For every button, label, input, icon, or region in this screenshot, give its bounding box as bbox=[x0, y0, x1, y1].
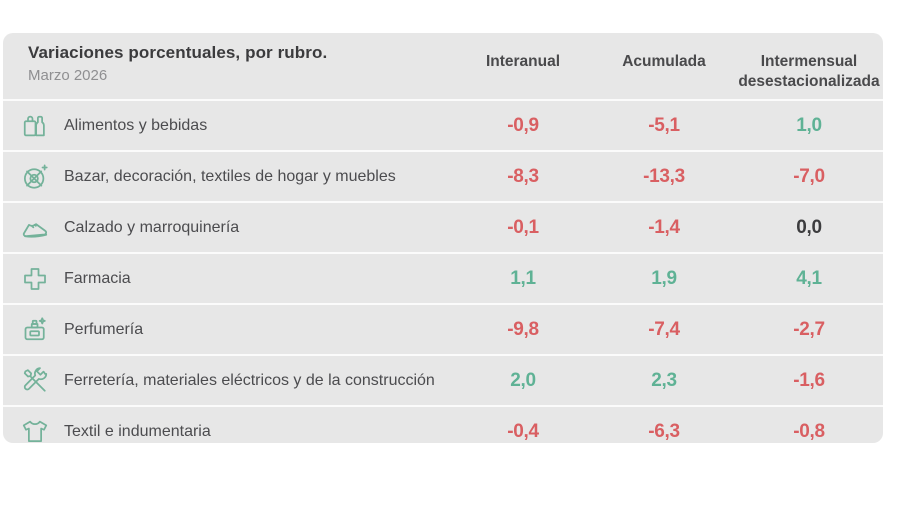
column-header-intermensual: Intermensual desestacionalizada bbox=[735, 33, 883, 92]
title-block: Variaciones porcentuales, por rubro. Mar… bbox=[3, 33, 453, 84]
variations-table-card: Variaciones porcentuales, por rubro. Mar… bbox=[3, 33, 883, 443]
row-label: Calzado y marroquinería bbox=[64, 218, 240, 236]
table-title: Variaciones porcentuales, por rubro. bbox=[28, 43, 328, 62]
value-interanual: 2,0 bbox=[510, 369, 536, 391]
value-intermensual: 4,1 bbox=[796, 267, 822, 289]
value-acumulada: -1,4 bbox=[648, 216, 680, 238]
table-row: Textil e indumentaria -0,4 -6,3 -0,8 bbox=[3, 405, 883, 456]
column-header-interanual: Interanual bbox=[453, 33, 593, 72]
value-intermensual: 1,0 bbox=[796, 114, 822, 136]
row-label-cell: Bazar, decoración, textiles de hogar y m… bbox=[3, 161, 453, 193]
row-label: Ferretería, materiales eléctricos y de l… bbox=[64, 371, 435, 389]
table-row: Bazar, decoración, textiles de hogar y m… bbox=[3, 150, 883, 201]
table-row: Alimentos y bebidas -0,9 -5,1 1,0 bbox=[3, 99, 883, 150]
value-acumulada: -6,3 bbox=[648, 420, 680, 442]
tableware-icon bbox=[19, 161, 51, 193]
table-row: Ferretería, materiales eléctricos y de l… bbox=[3, 354, 883, 405]
value-interanual: -9,8 bbox=[507, 318, 539, 340]
value-intermensual: -7,0 bbox=[793, 165, 825, 187]
row-label-cell: Farmacia bbox=[3, 263, 453, 295]
table-row: Calzado y marroquinería -0,1 -1,4 0,0 bbox=[3, 201, 883, 252]
row-label-cell: Calzado y marroquinería bbox=[3, 212, 453, 244]
value-interanual: -8,3 bbox=[507, 165, 539, 187]
groceries-icon bbox=[19, 110, 51, 142]
value-interanual: 1,1 bbox=[510, 267, 536, 289]
row-label: Farmacia bbox=[64, 269, 131, 287]
value-intermensual: -2,7 bbox=[793, 318, 825, 340]
value-acumulada: -5,1 bbox=[648, 114, 680, 136]
value-intermensual: -1,6 bbox=[793, 369, 825, 391]
table-row: Perfumería -9,8 -7,4 -2,7 bbox=[3, 303, 883, 354]
value-intermensual: 0,0 bbox=[796, 216, 822, 238]
value-interanual: -0,4 bbox=[507, 420, 539, 442]
tools-icon bbox=[19, 365, 51, 397]
table-body: Alimentos y bebidas -0,9 -5,1 1,0 Bazar,… bbox=[3, 99, 883, 456]
column-header-sublabel: desestacionalizada bbox=[738, 73, 880, 91]
row-label-cell: Ferretería, materiales eléctricos y de l… bbox=[3, 365, 453, 397]
row-label: Perfumería bbox=[64, 320, 144, 338]
value-intermensual: -0,8 bbox=[793, 420, 825, 442]
row-label: Textil e indumentaria bbox=[64, 422, 211, 440]
table-header: Variaciones porcentuales, por rubro. Mar… bbox=[3, 33, 883, 99]
value-interanual: -0,9 bbox=[507, 114, 539, 136]
column-header-acumulada: Acumulada bbox=[593, 33, 735, 72]
row-label-cell: Textil e indumentaria bbox=[3, 416, 453, 448]
value-acumulada: -7,4 bbox=[648, 318, 680, 340]
table-subtitle: Marzo 2026 bbox=[28, 67, 108, 84]
row-label-cell: Alimentos y bebidas bbox=[3, 110, 453, 142]
column-header-label: Interanual bbox=[485, 53, 561, 70]
row-label-cell: Perfumería bbox=[3, 314, 453, 346]
shoe-icon bbox=[19, 212, 51, 244]
column-header-label: Acumulada bbox=[622, 53, 706, 70]
tshirt-icon bbox=[19, 416, 51, 448]
pharmacy-cross-icon bbox=[19, 263, 51, 295]
perfume-icon bbox=[19, 314, 51, 346]
column-header-label: Intermensual bbox=[760, 53, 858, 70]
value-acumulada: 1,9 bbox=[651, 267, 677, 289]
row-label: Alimentos y bebidas bbox=[64, 116, 208, 134]
table-row: Farmacia 1,1 1,9 4,1 bbox=[3, 252, 883, 303]
row-label: Bazar, decoración, textiles de hogar y m… bbox=[64, 167, 396, 185]
value-acumulada: 2,3 bbox=[651, 369, 677, 391]
value-interanual: -0,1 bbox=[507, 216, 539, 238]
value-acumulada: -13,3 bbox=[643, 165, 685, 187]
